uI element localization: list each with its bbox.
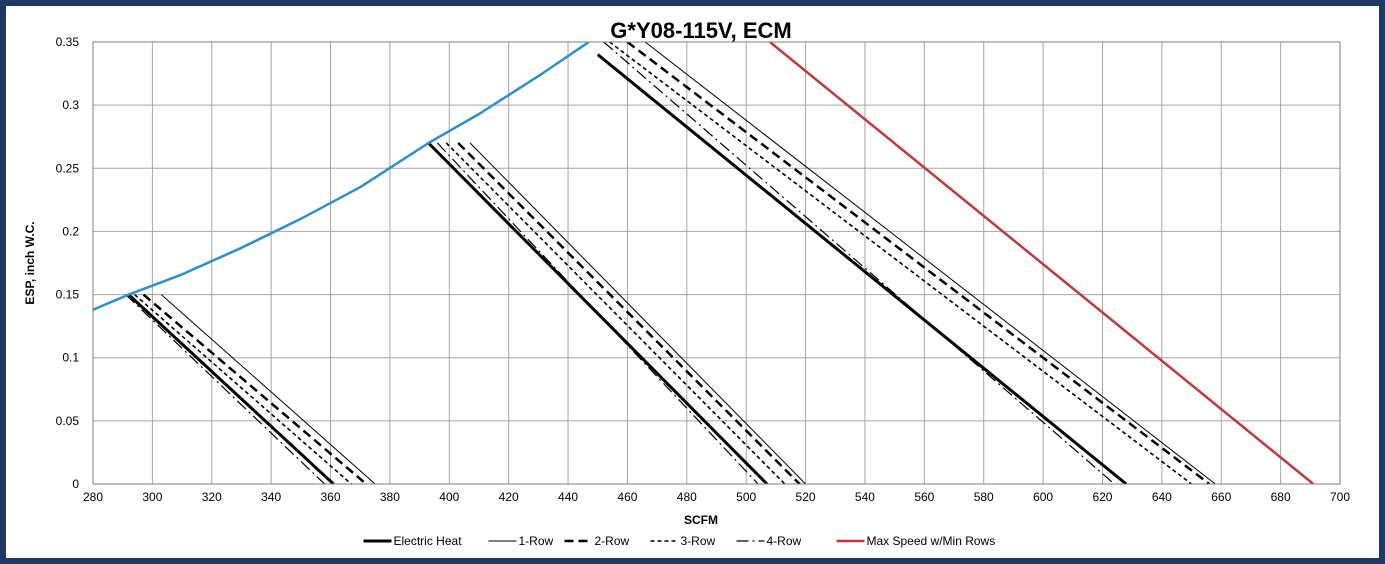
x-tick-label: 420 bbox=[499, 490, 519, 504]
x-tick-label: 500 bbox=[736, 490, 756, 504]
x-tick-labels: 280 300 320 340 360 380 400 420 440 460 480 500 520 5… bbox=[83, 490, 1350, 504]
plot-border bbox=[92, 41, 1341, 485]
legend-label: 4-Row bbox=[767, 534, 802, 548]
y-tick-label: 0.2 bbox=[62, 224, 79, 238]
series-line-2-row bbox=[457, 142, 801, 484]
chart-title: G*Y08-115V, ECM bbox=[610, 18, 791, 43]
x-tick-label: 540 bbox=[855, 490, 875, 504]
series-line-blue-curve bbox=[93, 42, 590, 311]
legend-label: Electric Heat bbox=[394, 534, 463, 548]
x-tick-label: 560 bbox=[914, 490, 934, 504]
y-axis-label: ESP, inch W.C. bbox=[23, 221, 37, 304]
x-tick-label: 440 bbox=[558, 490, 578, 504]
x-tick-label: 620 bbox=[1092, 490, 1112, 504]
x-tick-label: 520 bbox=[796, 490, 816, 504]
series-line-max-speed-w-min-rows bbox=[769, 42, 1315, 484]
legend-item: 4-Row bbox=[736, 534, 802, 548]
y-tick-label: 0.3 bbox=[62, 98, 79, 112]
series-line-3-row bbox=[445, 142, 786, 484]
x-tick-label: 380 bbox=[380, 490, 400, 504]
x-tick-label: 460 bbox=[617, 490, 637, 504]
x-tick-label: 340 bbox=[261, 490, 281, 504]
x-tick-label: 280 bbox=[83, 490, 103, 504]
y-tick-label: 0.1 bbox=[62, 351, 79, 365]
legend-item: 2-Row bbox=[564, 534, 630, 548]
legend-label: 1-Row bbox=[519, 534, 554, 548]
y-tick-label: 0.25 bbox=[56, 161, 80, 175]
y-tick-label: 0.15 bbox=[56, 288, 80, 302]
y-tick-labels: 0 0.05 0.1 0.15 0.2 0.25 0.3 0.35 bbox=[56, 35, 80, 491]
legend: Electric Heat 1-Row 2-Row 3-Row 4-Row Max Spe… bbox=[363, 534, 996, 548]
x-tick-label: 680 bbox=[1271, 490, 1291, 504]
x-tick-label: 360 bbox=[321, 490, 341, 504]
y-tick-label: 0.05 bbox=[56, 414, 80, 428]
x-tick-label: 400 bbox=[439, 490, 459, 504]
x-tick-label: 320 bbox=[202, 490, 222, 504]
legend-label: 2-Row bbox=[595, 534, 630, 548]
series-line-4-row bbox=[603, 42, 1115, 484]
series-layer bbox=[93, 42, 1315, 484]
series-line-3-row bbox=[609, 42, 1192, 484]
legend-item: Max Speed w/Min Rows bbox=[836, 534, 996, 548]
x-tick-label: 480 bbox=[677, 490, 697, 504]
legend-item: 3-Row bbox=[650, 534, 716, 548]
x-tick-label: 580 bbox=[974, 490, 994, 504]
x-tick-label: 300 bbox=[142, 490, 162, 504]
grid bbox=[92, 41, 1341, 485]
legend-item: 1-Row bbox=[488, 534, 554, 548]
series-line-2-row bbox=[142, 293, 368, 484]
legend-item: Electric Heat bbox=[363, 534, 463, 548]
x-tick-label: 640 bbox=[1152, 490, 1172, 504]
legend-label: Max Speed w/Min Rows bbox=[867, 534, 996, 548]
x-tick-label: 600 bbox=[1033, 490, 1053, 504]
legend-label: 3-Row bbox=[681, 534, 716, 548]
series-line-2-row bbox=[626, 42, 1211, 484]
x-axis-label: SCFM bbox=[684, 513, 718, 527]
series-line-1-row bbox=[469, 142, 806, 484]
series-line-3-row bbox=[134, 293, 352, 484]
x-tick-label: 700 bbox=[1330, 490, 1350, 504]
y-tick-label: 0 bbox=[72, 477, 79, 491]
series-line-electric-heat bbox=[427, 141, 769, 484]
y-tick-label: 0.35 bbox=[56, 35, 80, 49]
series-line-4-row bbox=[436, 142, 759, 484]
series-line-4-row bbox=[125, 294, 326, 484]
series-line-1-row bbox=[160, 294, 376, 484]
x-tick-label: 660 bbox=[1211, 490, 1231, 504]
series-line-1-row bbox=[644, 42, 1216, 484]
series-line-electric-heat bbox=[127, 293, 335, 484]
series-line-electric-heat bbox=[596, 53, 1128, 484]
